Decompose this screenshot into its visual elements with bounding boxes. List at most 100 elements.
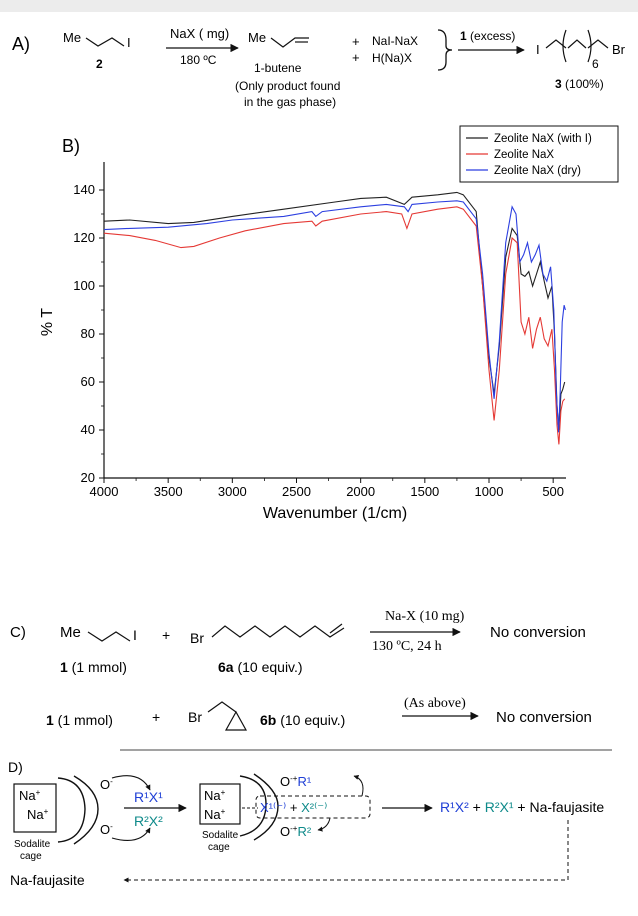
c-plus: + <box>162 627 170 643</box>
y-tick-label: 100 <box>73 278 95 293</box>
y-tick-label: 40 <box>81 422 95 437</box>
na-faujasite-bottom: Na-faujasite <box>10 872 85 888</box>
y-tick-label: 20 <box>81 470 95 485</box>
cage-label-1: cage <box>20 851 42 862</box>
compound-2-label: 2 <box>96 57 103 71</box>
panel-a: A) Me I 2 NaX ( mg) 180 ºC Me 1-butene (… <box>12 26 626 109</box>
x-tick-label: 1500 <box>410 484 439 499</box>
cyclopropane-ring <box>224 710 248 731</box>
c6b-label: 6b (10 equiv.) <box>260 712 345 728</box>
series-line <box>103 206 566 445</box>
halide-arrow-2 <box>317 817 331 832</box>
plus-2: + <box>352 50 360 65</box>
c-iodine: I <box>133 627 137 643</box>
o-minus-1: O- <box>100 777 113 792</box>
panel-b: B) 4000 3500 3000 2500 2000 1500 1000 500 20 40 60… <box>39 125 619 522</box>
c-bromine-2: Br <box>188 709 202 725</box>
c-result-1: No conversion <box>490 624 586 641</box>
top-strip <box>0 0 638 12</box>
note-line-1: (Only product found <box>235 79 340 93</box>
r2x2-reagent: R²X² <box>134 813 163 829</box>
panel-d-label: D) <box>8 759 23 775</box>
panel-c: C) Me I + Br 1 (1 mmol) 6a (10 equiv.) N… <box>10 609 592 731</box>
side-product-2: H(Na)X <box>372 51 412 65</box>
c-plus-2: + <box>152 709 160 725</box>
halide-box <box>255 795 371 819</box>
legend-entry: Zeolite NaX <box>494 149 554 161</box>
temperature-label: 180 ºC <box>180 53 217 67</box>
excess-label: 1 (excess) <box>460 29 515 43</box>
na-4: Na+ <box>204 807 226 822</box>
panel-d: D) Na+ Na+ Sodalite cage O- O- R¹X¹ R²X²… <box>8 759 604 888</box>
x-tick-label: 1000 <box>475 484 504 499</box>
r1x1-reagent: R¹X¹ <box>134 789 163 805</box>
cage-arc-3 <box>239 775 267 837</box>
halide-pair: X¹⁽⁻⁾ + X²⁽⁻⁾ <box>260 800 327 815</box>
halide-arrow-1 <box>353 775 364 797</box>
panel-a-label: A) <box>12 34 30 54</box>
x-tick-label: 4000 <box>90 484 119 499</box>
cage-arc-1 <box>57 777 86 843</box>
na-1: Na+ <box>19 788 41 803</box>
reagent-label: NaX ( mg) <box>170 26 229 41</box>
side-product-1: NaI-NaX <box>372 34 418 48</box>
c1-label: 1 (1 mmol) <box>60 659 127 675</box>
recycle-arrow <box>123 820 569 883</box>
panel-b-label: B) <box>62 136 80 156</box>
c-row2-1: 1 (1 mmol) <box>46 712 113 728</box>
product-repeat <box>567 39 587 49</box>
y-axis-label: % T <box>39 308 56 336</box>
x-tick-label: 3500 <box>154 484 183 499</box>
y-tick-label: 60 <box>81 374 95 389</box>
y-tick-label: 140 <box>73 182 95 197</box>
c-iodobutane-chain <box>87 631 131 642</box>
x-tick-label: 500 <box>542 484 564 499</box>
attack-arrow-2 <box>111 827 151 841</box>
o-minus-2: O- <box>100 822 113 837</box>
bromohexene-chain <box>211 625 345 638</box>
c-as-above: (As above) <box>404 696 466 711</box>
c-methyl: Me <box>60 624 81 641</box>
iodine-label: I <box>127 35 131 50</box>
cage-arc-2 <box>73 775 99 845</box>
ir-spectrum-chart: 4000 3500 3000 2500 2000 1500 1000 500 20 40 60 80 1… <box>39 125 619 522</box>
sodalite-label-2: Sodalite <box>202 830 239 841</box>
butene-chain <box>270 37 309 48</box>
butene-methyl: Me <box>248 30 266 45</box>
x-tick-label: 3000 <box>218 484 247 499</box>
methyl-label: Me <box>63 30 81 45</box>
x-tick-label: 2000 <box>346 484 375 499</box>
product-paren-left <box>562 29 567 63</box>
cage-label-2: cage <box>208 842 230 853</box>
c-conditions: 130 ºC, 24 h <box>372 639 442 654</box>
c6a-label: 6a (10 equiv.) <box>218 659 303 675</box>
product-iodine: I <box>536 42 540 57</box>
product-subscript: 6 <box>592 57 599 71</box>
y-tick-label: 80 <box>81 326 95 341</box>
x-tick-label: 2500 <box>282 484 311 499</box>
attack-arrow-1 <box>111 775 151 791</box>
note-line-2: in the gas phase) <box>244 95 336 109</box>
o-r2: O-+R² <box>280 824 312 839</box>
plus-1: + <box>352 34 360 49</box>
sodalite-cage-box-2 <box>199 783 241 825</box>
sodalite-cage-box <box>13 783 57 833</box>
o-r1: O-+R¹ <box>280 774 312 789</box>
panel-c-label: C) <box>10 624 26 641</box>
legend-entry: Zeolite NaX (with I) <box>494 133 592 145</box>
final-products: R¹X² + R²X¹ + Na-faujasite <box>440 799 604 815</box>
butene-name: 1-butene <box>254 61 302 75</box>
cage-arc-4 <box>253 773 279 841</box>
product-chain-right <box>587 39 609 49</box>
na-3: Na+ <box>204 788 226 803</box>
side-brace <box>437 29 453 71</box>
series-line <box>103 200 566 433</box>
y-tick-label: 120 <box>73 230 95 245</box>
bromohexene-double-bond <box>329 623 343 634</box>
product-bromine: Br <box>612 42 626 57</box>
c-reagent: Na-X (10 mg) <box>385 609 465 624</box>
cyclopropyl-link <box>207 701 237 713</box>
legend-entry: Zeolite NaX (dry) <box>494 165 581 177</box>
na-2: Na+ <box>27 807 49 822</box>
